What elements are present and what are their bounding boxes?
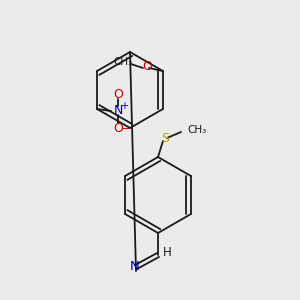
Text: CH₃: CH₃	[113, 57, 133, 67]
Text: CH₃: CH₃	[187, 125, 206, 135]
Text: S: S	[161, 133, 169, 146]
Text: +: +	[120, 101, 128, 111]
Text: −: −	[120, 124, 130, 134]
Text: O: O	[113, 122, 123, 134]
Text: H: H	[163, 247, 171, 260]
Text: N: N	[130, 260, 140, 274]
Text: N: N	[113, 103, 123, 116]
Text: O: O	[113, 88, 123, 101]
Text: O: O	[142, 61, 152, 74]
